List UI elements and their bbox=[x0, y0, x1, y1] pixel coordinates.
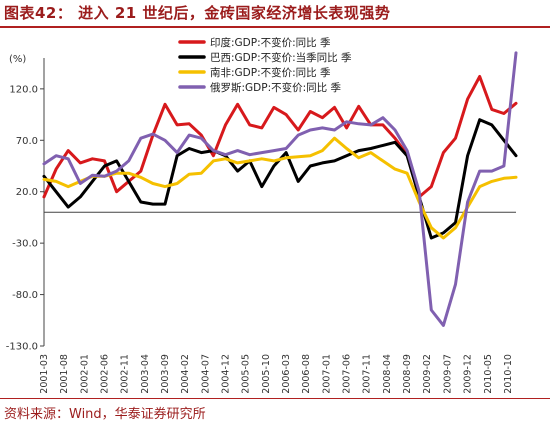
x-tick-label: 2010-10 bbox=[503, 354, 514, 394]
x-tick-label: 2005-10 bbox=[261, 354, 272, 394]
x-tick-label: 2007-11 bbox=[362, 354, 373, 394]
y-tick-label: 70.0 bbox=[16, 136, 38, 147]
x-tick-label: 2009-12 bbox=[463, 354, 474, 394]
x-tick-label: 2008-04 bbox=[382, 354, 393, 394]
x-axis: 2001-03 2001-08 2002-01 2002-06 2002-11 2003-… bbox=[39, 211, 516, 394]
x-tick-label: 2003-09 bbox=[160, 354, 171, 394]
y-tick-label: -30.0 bbox=[12, 239, 38, 250]
x-tick-label: 2001-03 bbox=[39, 354, 50, 394]
x-tick-label: 2007-06 bbox=[342, 354, 353, 394]
series-line-2 bbox=[42, 118, 518, 240]
legend-box bbox=[176, 32, 386, 96]
legend-label: 南非:GDP:不变价:同比 季 bbox=[210, 66, 331, 79]
x-tick-label: 2002-01 bbox=[79, 354, 90, 394]
x-tick-label: 2007-01 bbox=[321, 354, 332, 394]
title-divider bbox=[0, 26, 550, 28]
y-tick-label: -130.0 bbox=[6, 342, 38, 353]
x-tick-label: 2004-02 bbox=[180, 354, 191, 394]
x-tick-label: 2006-03 bbox=[281, 354, 292, 394]
x-tick-label: 2009-02 bbox=[422, 354, 433, 394]
x-tick-label: 2001-08 bbox=[59, 354, 70, 394]
series-line-4 bbox=[42, 51, 518, 327]
page-title: 图表42： 进入 21 世纪后，金砖国家经济增长表现强势 bbox=[4, 4, 391, 22]
x-tick-label: 2004-12 bbox=[221, 354, 232, 394]
legend-label: 印度:GDP:不变价:同比 季 bbox=[210, 36, 331, 49]
x-tick-label: 2002-06 bbox=[100, 354, 111, 394]
x-tick-label: 2005-05 bbox=[241, 354, 252, 394]
x-tick-label: 2009-07 bbox=[442, 354, 453, 394]
source-note: 资料来源：Wind，华泰证券研究所 bbox=[4, 407, 206, 422]
series-lines bbox=[42, 51, 518, 327]
x-tick-label: 2003-04 bbox=[140, 354, 151, 394]
y-tick-label: 120.0 bbox=[9, 84, 38, 95]
gdp-line-chart: (%) -130.0 -80.0 -30.0 20.0 70.0 120.0 2001-0… bbox=[6, 32, 518, 394]
series-line-1 bbox=[42, 75, 518, 199]
footer-divider bbox=[0, 398, 550, 399]
x-tick-label: 2006-08 bbox=[301, 354, 312, 394]
series-line-3 bbox=[42, 136, 518, 240]
legend-label: 巴西:GDP:不变价:当季同比 季 bbox=[210, 51, 352, 64]
x-tick-label: 2010-05 bbox=[483, 354, 494, 394]
y-unit-label: (%) bbox=[9, 54, 26, 65]
y-tick-label: -80.0 bbox=[12, 290, 38, 301]
y-axis: -130.0 -80.0 -30.0 20.0 70.0 120.0 bbox=[6, 58, 45, 353]
x-tick-label: 2004-07 bbox=[200, 354, 211, 394]
legend-label: 俄罗斯:GDP:不变价:同比 季 bbox=[210, 81, 342, 94]
legend: 印度:GDP:不变价:同比 季巴西:GDP:不变价:当季同比 季南非:GDP:不… bbox=[176, 32, 386, 96]
x-tick-label: 2008-09 bbox=[402, 354, 413, 394]
x-tick-label: 2002-11 bbox=[120, 354, 131, 394]
y-tick-label: 20.0 bbox=[16, 187, 38, 198]
